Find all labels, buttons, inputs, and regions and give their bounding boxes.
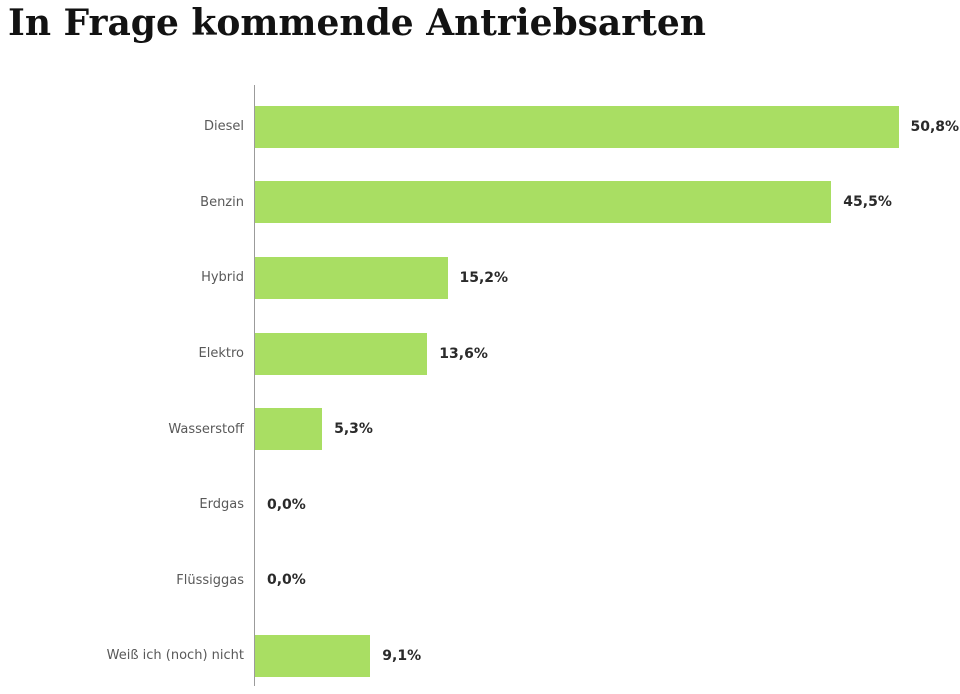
category-label: Elektro bbox=[198, 346, 244, 362]
bar-area: 50,8% bbox=[255, 105, 960, 148]
chart-row: Weiß ich (noch) nicht 9,1% bbox=[0, 618, 960, 694]
chart-row: Erdgas 0,0% bbox=[0, 467, 960, 543]
category-label: Wasserstoff bbox=[168, 421, 244, 437]
category-label: Hybrid bbox=[201, 270, 244, 286]
value-label: 50,8% bbox=[910, 118, 960, 135]
value-label: 0,0% bbox=[267, 572, 306, 589]
value-label: 15,2% bbox=[459, 269, 509, 286]
category-label: Weiß ich (noch) nicht bbox=[106, 648, 244, 664]
bar bbox=[255, 181, 832, 224]
category-label: Erdgas bbox=[199, 497, 244, 513]
chart-row: Elektro 13,6% bbox=[0, 316, 960, 392]
chart-row: Hybrid 15,2% bbox=[0, 240, 960, 316]
bar-chart: Diesel 50,8% Benzin 45,5% Hybrid 15,2% E… bbox=[0, 85, 960, 686]
bar-area: 5,3% bbox=[255, 408, 373, 451]
chart-row: Wasserstoff 5,3% bbox=[0, 391, 960, 467]
category-label: Flüssiggas bbox=[176, 572, 244, 588]
chart-rows: Diesel 50,8% Benzin 45,5% Hybrid 15,2% E… bbox=[0, 89, 960, 694]
bar-area: 0,0% bbox=[255, 484, 306, 526]
chart-row: Diesel 50,8% bbox=[0, 89, 960, 165]
bar bbox=[255, 332, 428, 375]
value-label: 0,0% bbox=[267, 496, 306, 513]
bar-area: 45,5% bbox=[255, 181, 892, 224]
bar-area: 15,2% bbox=[255, 256, 509, 299]
value-label: 5,3% bbox=[334, 421, 373, 438]
value-label: 9,1% bbox=[382, 647, 422, 664]
category-label: Benzin bbox=[200, 194, 244, 210]
bar bbox=[255, 634, 371, 677]
value-label: 45,5% bbox=[843, 194, 892, 211]
bar bbox=[255, 105, 899, 148]
bar-area: 0,0% bbox=[255, 559, 306, 601]
y-axis-line bbox=[254, 85, 255, 686]
chart-row: Flüssiggas 0,0% bbox=[0, 543, 960, 619]
chart-title: In Frage kommende Antriebsarten bbox=[8, 2, 706, 44]
value-label: 13,6% bbox=[439, 345, 488, 362]
bar bbox=[255, 256, 448, 299]
category-label: Diesel bbox=[203, 119, 244, 135]
bar bbox=[255, 408, 323, 451]
chart-row: Benzin 45,5% bbox=[0, 165, 960, 241]
bar-area: 9,1% bbox=[255, 634, 422, 677]
bar-area: 13,6% bbox=[255, 332, 488, 375]
